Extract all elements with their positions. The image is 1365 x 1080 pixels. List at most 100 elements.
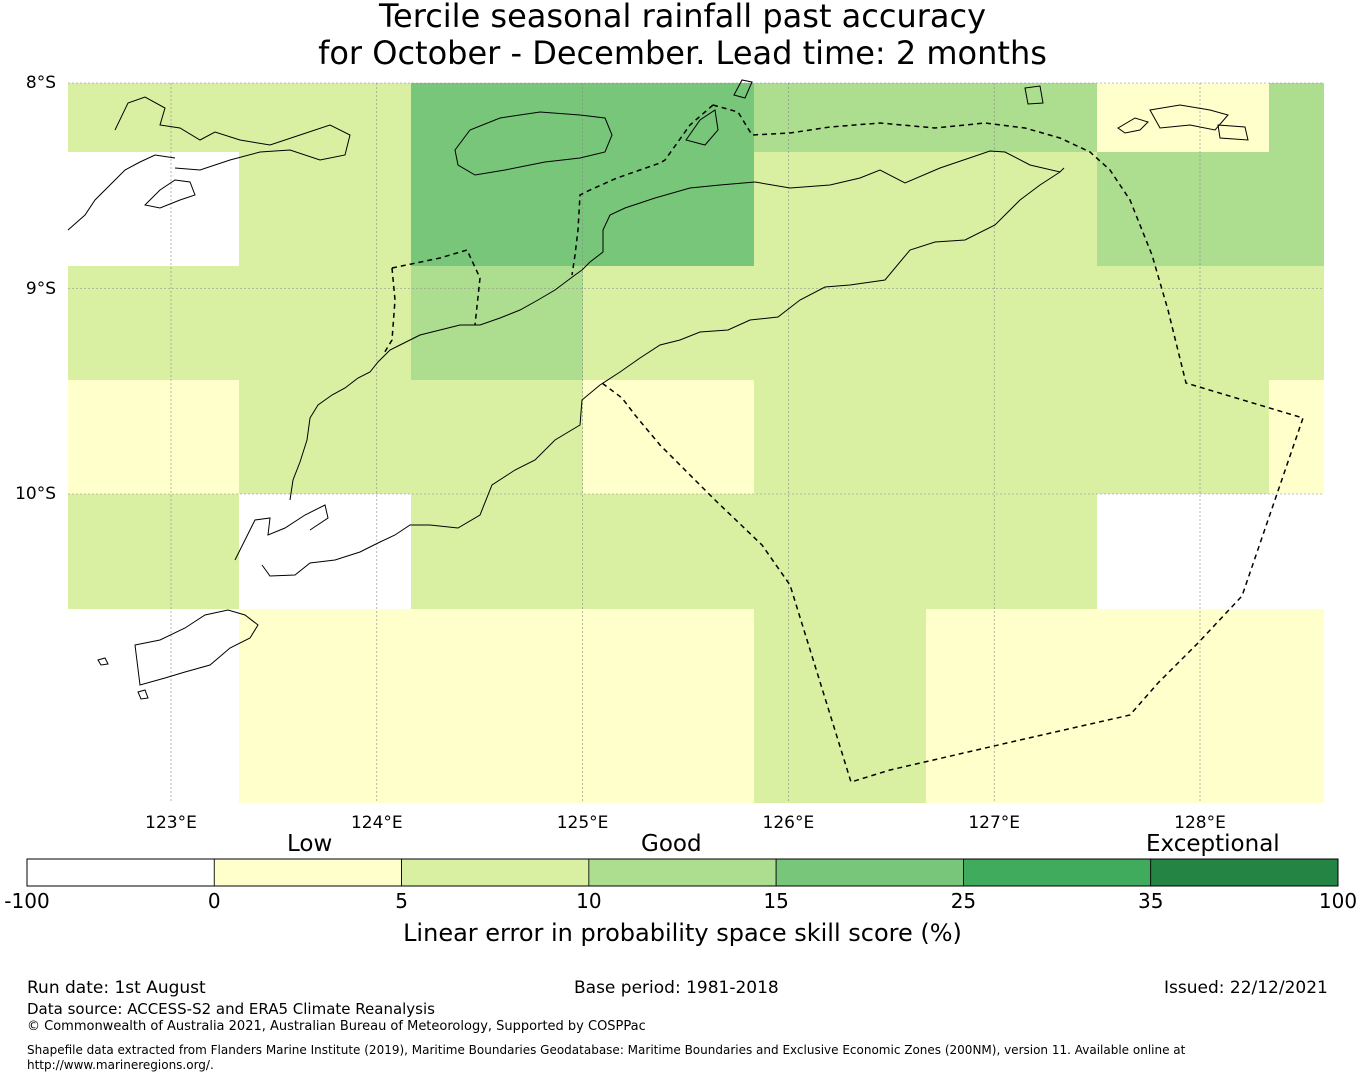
colorbar-tick-label: 0 (207, 889, 221, 913)
grid-cell-r2-c0 (68, 266, 239, 380)
grid-cell-r1-c6 (1097, 152, 1269, 266)
data-source: Data source: ACCESS-S2 and ERA5 Climate … (27, 1000, 435, 1018)
lon-tick-label: 125°E (556, 813, 609, 833)
grid-cell-r2-c6 (1097, 266, 1269, 380)
coastline-timor-north (754, 150, 1065, 189)
grid-cell-r0-c4 (754, 83, 926, 152)
lat-tick-label: 8°S (25, 73, 56, 93)
skill-grid-cells (68, 83, 1324, 803)
grid-cell-r3-c1 (239, 380, 411, 494)
grid-cell-r5-c5 (926, 609, 1097, 803)
issued-date: Issued: 22/12/2021 (1164, 978, 1328, 998)
colorbar-swatch-6 (1150, 858, 1339, 887)
grid-cell-r5-c6 (1097, 609, 1269, 803)
grid-cell-r5-c2 (411, 609, 583, 803)
grid-cell-r0-c3 (583, 83, 754, 152)
grid-cell-r1-c4 (754, 152, 926, 266)
grid-cell-r4-c6 (1097, 494, 1269, 609)
grid-cell-r3-c2 (411, 380, 583, 494)
grid-cell-r5-c3 (583, 609, 754, 803)
grid-cell-r4-c3 (583, 494, 754, 609)
coastline-west-flores (67, 154, 176, 231)
coastline-rote (234, 504, 329, 561)
lon-tick-label: 124°E (350, 813, 403, 833)
grid-cell-r1-c7 (1269, 152, 1324, 266)
coastline-atauro (685, 109, 719, 146)
grid-cell-r0-c5 (926, 83, 1097, 152)
coastline-island-3 (1024, 85, 1044, 105)
colorbar-swatch-1 (213, 858, 402, 887)
grid-cell-r3-c4 (754, 380, 926, 494)
lon-tick-label: 128°E (1174, 813, 1226, 833)
grid-cell-r3-c3 (583, 380, 754, 494)
colorbar-swatch-2 (401, 858, 590, 887)
grid-cell-r5-c1 (239, 609, 411, 803)
colorbar-category-low: Low (287, 831, 333, 857)
base-period: Base period: 1981-2018 (574, 978, 779, 998)
eez-boundary-west (571, 104, 714, 276)
coastline-island-6 (137, 689, 149, 700)
coastline (67, 79, 1249, 700)
grid-cell-r5-c7 (1269, 609, 1324, 803)
colorbar-tick-label: 5 (395, 889, 408, 913)
colorbar-tick-label: 25 (950, 889, 977, 913)
shapefile-credit: Shapefile data extracted from Flanders M… (27, 1043, 1186, 1072)
grid-cell-r2-c2 (411, 266, 583, 380)
grid-cell-r3-c6 (1097, 380, 1269, 494)
colorbar-swatch-5 (963, 858, 1152, 887)
coastline-timor-south (261, 171, 1061, 577)
grid-cell-r3-c5 (926, 380, 1097, 494)
grid-cell-r0-c1 (239, 83, 411, 152)
grid-cell-r2-c3 (583, 266, 754, 380)
grid-cell-r0-c2 (411, 83, 583, 152)
colorbar-tick-label: 35 (1137, 889, 1164, 913)
lon-tick-label: 127°E (968, 813, 1021, 833)
coastline-timor-west (289, 269, 583, 501)
colorbar-category-exceptional: Exceptional (1146, 831, 1280, 857)
maritime-boundary (382, 104, 1304, 783)
run-date: Run date: 1st August (27, 978, 206, 998)
colorbar-tick-label: 15 (763, 889, 789, 913)
grid-cell-r2-c7 (1269, 266, 1324, 380)
grid-cell-r0-c0 (68, 83, 239, 152)
grid-cell-r0-c7 (1269, 83, 1324, 152)
grid-cell-r4-c0 (68, 494, 239, 609)
graticule (68, 82, 1324, 803)
lon-tick-label: 126°E (762, 813, 815, 833)
coastline-wetar (454, 111, 613, 176)
colorbar-tick-label: -100 (4, 889, 50, 913)
copyright: © Commonwealth of Australia 2021, Austra… (27, 1019, 646, 1034)
map-title-line-2: for October - December. Lead time: 2 mon… (318, 34, 1047, 72)
grid-cell-r2-c4 (754, 266, 926, 380)
coastline-island-4 (1217, 124, 1249, 141)
grid-cell-r4-c7 (1269, 494, 1324, 609)
grid-cell-r2-c5 (926, 266, 1097, 380)
colorbar-tick-label: 100 (1318, 889, 1358, 913)
coastline-timor-inner (581, 181, 756, 271)
grid-cell-r4-c4 (754, 494, 926, 609)
grid-cell-r3-c0 (68, 380, 239, 494)
coastline-island-1 (1149, 104, 1229, 131)
lat-tick-label: 10°S (15, 484, 56, 504)
coastline-solor (143, 179, 196, 209)
grid-cell-r4-c1 (239, 494, 411, 609)
grid-cell-r5-c4 (754, 609, 926, 803)
colorbar-tick-label: 10 (576, 889, 602, 913)
grid-cell-r4-c5 (926, 494, 1097, 609)
lon-tick-label: 123°E (145, 813, 197, 833)
coastline-island-2 (1117, 117, 1149, 134)
grid-cell-r4-c2 (411, 494, 583, 609)
lat-tick-label: 9°S (25, 278, 56, 299)
colorbar-swatch-3 (588, 858, 777, 887)
eez-boundary-east (601, 104, 1304, 783)
grid-cell-r1-c3 (583, 152, 754, 266)
colorbar-swatch-4 (775, 858, 964, 887)
colorbar-outline (26, 858, 1339, 887)
colorbar-title: Linear error in probability space skill … (403, 919, 962, 947)
coastline-alor (114, 96, 351, 171)
coastline-sawu (134, 609, 259, 686)
grid-cell-r1-c1 (239, 152, 411, 266)
colorbar-swatch-0 (26, 858, 215, 887)
grid-cell-r2-c1 (239, 266, 411, 380)
